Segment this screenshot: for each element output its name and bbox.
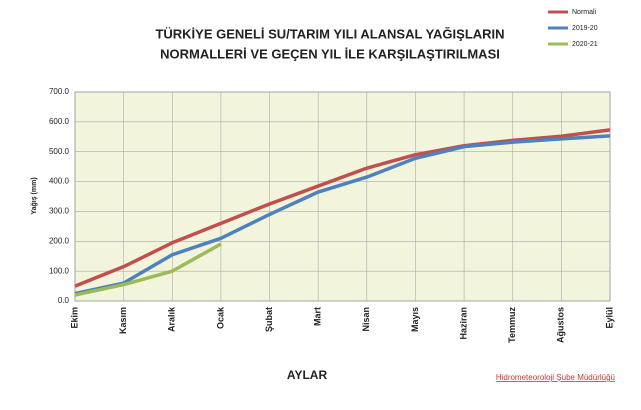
series-line [74,134,611,296]
y-tick-label: 600.0 [49,117,70,126]
x-axis-label: AYLAR [287,368,328,382]
chart-title: TÜRKİYE GENELİ SU/TARIM YILI ALANSAL YAĞ… [155,26,504,41]
series-line [74,242,222,297]
y-tick-label: 0.0 [58,296,70,305]
x-tick-label: Mayıs [410,307,420,332]
y-tick-label: 400.0 [49,177,70,186]
y-axis-label: Yağış (mm) [31,177,38,214]
x-tick-label: Mart [313,307,323,326]
x-tick-label: Eylül [604,307,614,329]
series-line [74,128,611,288]
chart-title: NORMALLERİ VE GEÇEN YIL İLE KARŞILAŞTIRI… [160,46,500,61]
legend-label: 2019-20 [572,25,598,32]
x-tick-label: Nisan [361,307,371,332]
x-tick-label: Ocak [215,306,225,329]
footer: Hidrometeoroloji Şube Müdürlüğü [496,373,615,382]
plot-area [74,91,611,302]
y-tick-label: 500.0 [49,147,70,156]
x-tick-label: Kasım [118,307,128,334]
y-tick-label: 200.0 [49,236,70,245]
y-tick-label: 100.0 [49,266,70,275]
x-tick-label: Ağustos [556,307,566,343]
y-tick-label: 700.0 [49,87,70,96]
legend-label: 2020-21 [572,41,598,48]
x-tick-label: Temmuz [507,307,517,343]
x-tick-label: Aralık [167,306,177,332]
x-tick-label: Şubat [264,307,274,332]
x-tick-label: Haziran [458,307,468,340]
legend-label: Normali [572,9,597,16]
x-tick-label: Ekim [69,307,79,329]
y-tick-label: 300.0 [49,207,70,216]
